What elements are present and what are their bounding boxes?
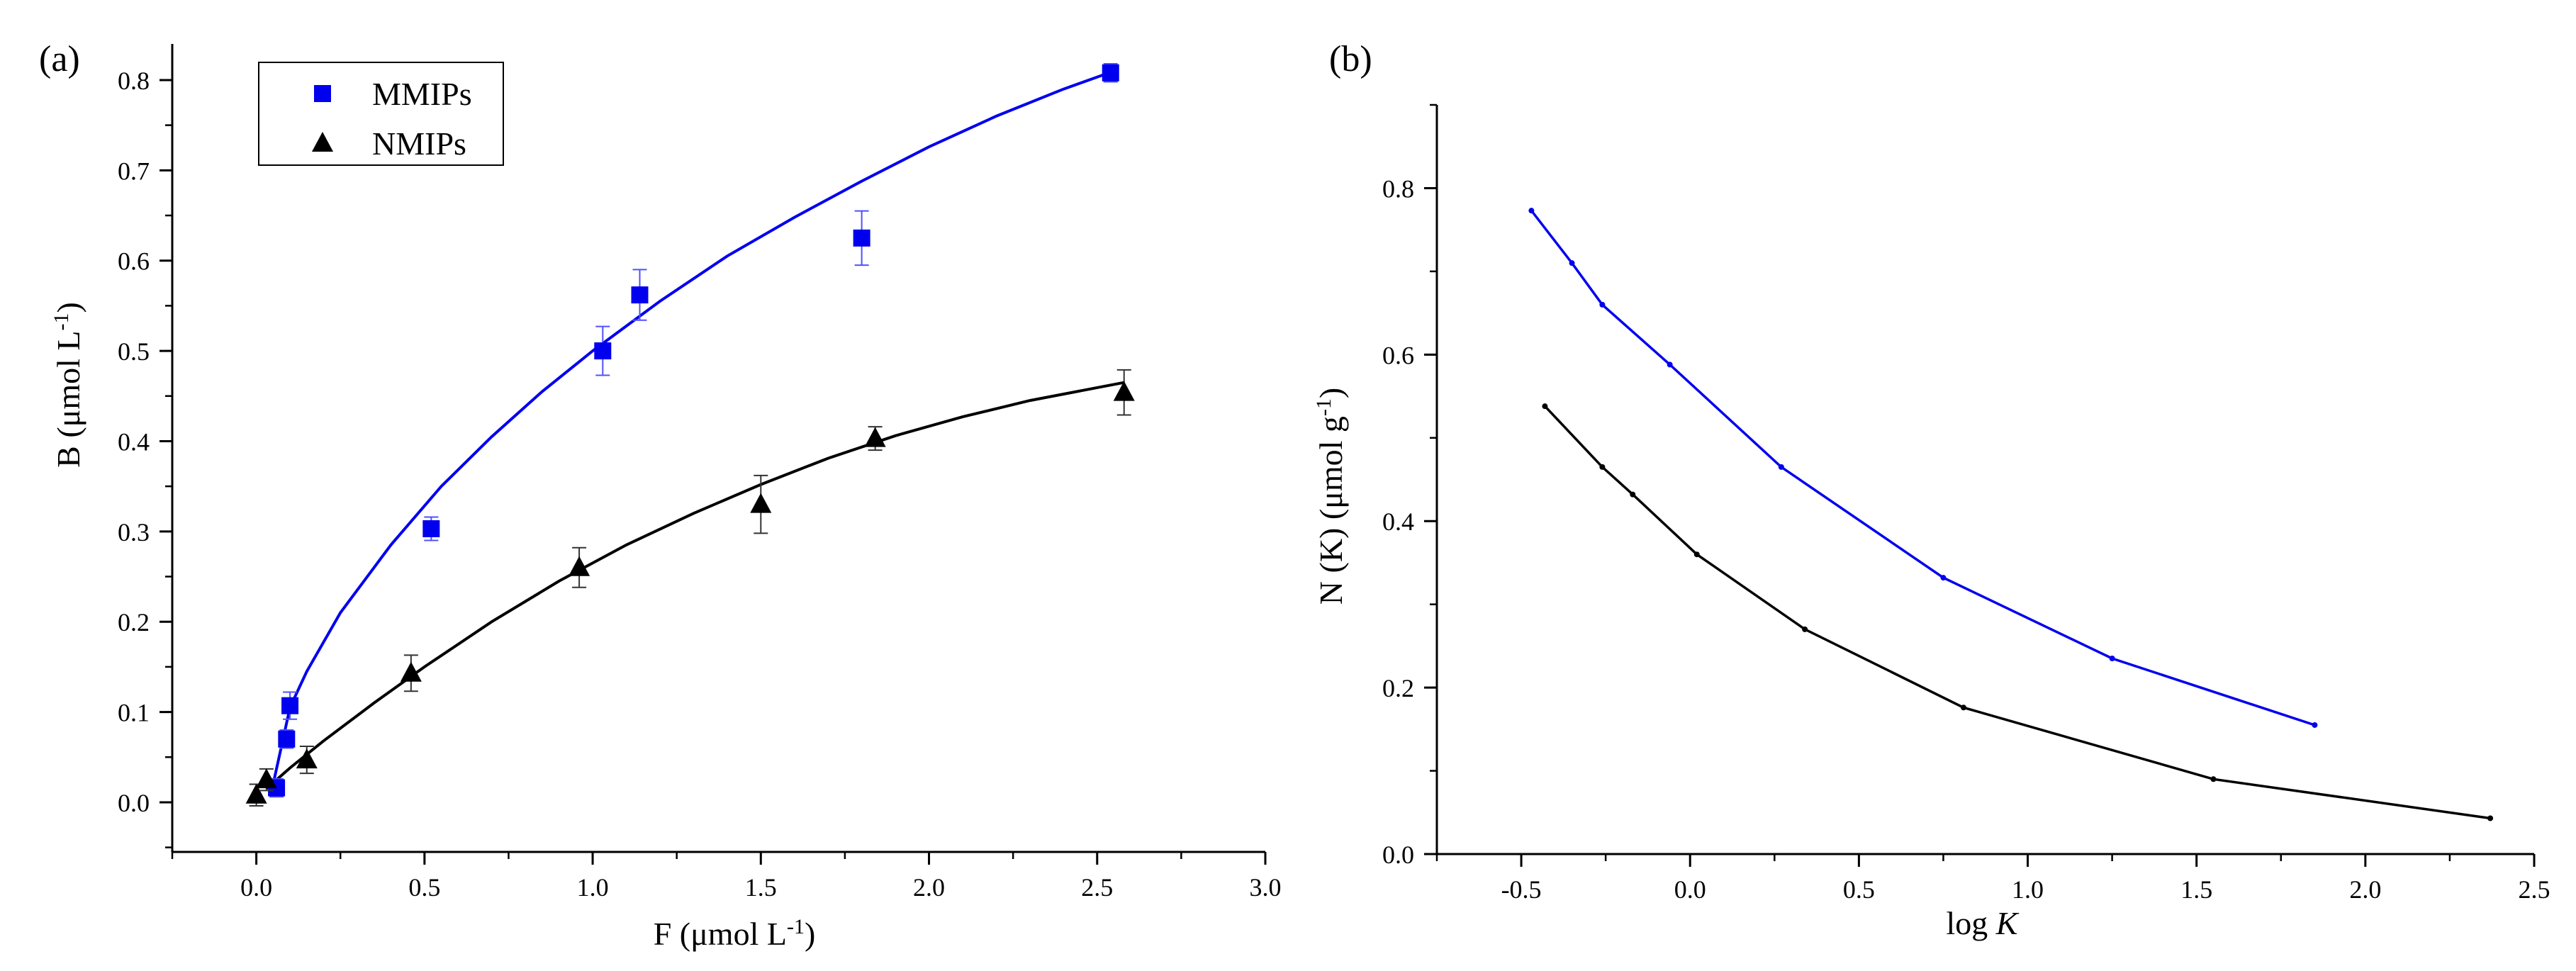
panel-a-fit-curves [265,69,1125,790]
legend-label-mmips: MMIPs [372,76,472,112]
panel-a-legend: MMIPs NMIPs [258,62,504,166]
panel-a-y-tick-label: 0.7 [118,157,150,185]
panel-b-series-lines [1528,208,2494,821]
series-point-nmips [2210,776,2217,782]
panel-a-data-points [245,63,1135,807]
panel-b-y-axis-title: N (K) (μmol g-1) [1312,388,1349,605]
panel-b-x-tick-label: 1.5 [2180,875,2212,904]
panel-b-x-tick-label: -0.5 [1501,875,1542,904]
series-point-mmips [1667,361,1673,368]
series-point-nmips [1961,705,1967,711]
panel-a-axes: 0.0 0.5 1.0 1.5 2.0 2.5 3.0 0.0 0.1 0.2 0.3 0.4 0.5 0… [118,44,1282,902]
series-point-nmips [1693,551,1700,558]
panel-a-x-tick-label: 0.0 [240,873,272,902]
panel-a-x-axis-title: F (μmol L-1) [654,915,816,952]
panel-a-x-tick-label: 0.5 [408,873,440,902]
panel-b-y-tick-label: 0.0 [1382,841,1414,869]
series-point-mmips [1569,260,1575,266]
panel-a-y-tick-label: 0.0 [118,789,150,817]
panel-a-y-tick-label: 0.4 [118,427,150,456]
series-point-mmips [1778,464,1784,470]
panel-a-x-tick-label: 1.0 [577,873,609,902]
panel-b-axes: -0.5 0.0 0.5 1.0 1.5 2.0 2.5 0.0 0.2 0.4 0.6 0.8 [1382,103,2550,904]
series-point-mmips [2109,656,2115,662]
panel-a-y-tick-label: 0.3 [118,518,150,546]
series-point-mmips [2312,722,2318,728]
panel-b-y-tick-label: 0.2 [1382,674,1414,702]
legend-marker-nmips [312,132,333,152]
panel-a-label: (a) [39,39,80,79]
data-point-mmips [631,286,649,304]
data-point-nmips [296,748,318,769]
data-point-mmips [278,730,296,748]
panel-a-y-axis-title: B (μmol L-1) [50,302,86,468]
legend-box [258,62,504,166]
data-point-nmips [569,556,590,576]
data-point-nmips [1113,381,1135,401]
data-point-nmips [750,493,772,513]
data-point-nmips [255,768,277,789]
data-point-nmips [245,783,267,804]
panel-a-x-tick-label: 1.5 [745,873,777,902]
data-point-nmips [400,661,422,682]
panel-b-x-tick-label: 0.5 [1843,875,1875,904]
series-line-mmips [1530,210,2315,726]
panel-b-y-tick-label: 0.6 [1382,341,1414,369]
panel-b-label: (b) [1329,39,1372,79]
panel-b-x-tick-label: 2.5 [2519,875,2550,904]
series-point-mmips [1599,301,1606,308]
panel-b-x-tick-label: 2.0 [2349,875,2381,904]
data-point-mmips [853,229,870,247]
series-point-nmips [1599,464,1606,470]
data-point-nmips [864,427,886,447]
legend-marker-mmips [314,85,331,102]
panel-a-y-tick-label: 0.5 [118,337,150,366]
panel-b-y-tick-label: 0.8 [1382,174,1414,203]
panel-a-y-tick-label: 0.6 [118,247,150,276]
series-line-nmips [1544,405,2491,820]
fit-curve-nmips [265,381,1125,790]
fit-curve-mmips [271,69,1115,785]
panel-a-y-tick-label: 0.2 [118,608,150,636]
series-point-nmips [1542,403,1548,410]
panel-b-x-axis-title: log K [1947,905,2020,941]
data-point-mmips [422,520,440,537]
panel-b-y-tick-label: 0.4 [1382,507,1414,536]
series-point-mmips [1528,208,1535,214]
data-point-mmips [594,342,612,360]
series-point-mmips [1940,575,1947,581]
panel-a-y-tick-label: 0.8 [118,67,150,95]
panel-a-x-tick-label: 2.5 [1081,873,1113,902]
panel-b: (b) -0.5 0.0 0.5 1.0 1.5 2.0 2.5 0.0 0.2 0.4 0.6 0.… [1312,39,2550,941]
data-point-mmips [281,697,299,714]
panel-a-y-tick-label: 0.1 [118,699,150,727]
series-point-nmips [1630,491,1636,498]
series-point-nmips [2487,815,2494,821]
panel-a: (a) 0.0 0.5 1.0 1.5 2.0 2.5 3.0 0.0 0.1 0.2 0.3 0.4… [39,39,1282,952]
series-point-nmips [1802,626,1808,632]
panel-a-x-tick-label: 2.0 [913,873,945,902]
panel-b-x-tick-label: 0.0 [1674,875,1706,904]
data-point-mmips [1102,64,1119,82]
panel-b-x-tick-label: 1.0 [2012,875,2044,904]
panel-a-x-tick-label: 3.0 [1250,873,1282,902]
legend-label-nmips: NMIPs [372,125,466,162]
